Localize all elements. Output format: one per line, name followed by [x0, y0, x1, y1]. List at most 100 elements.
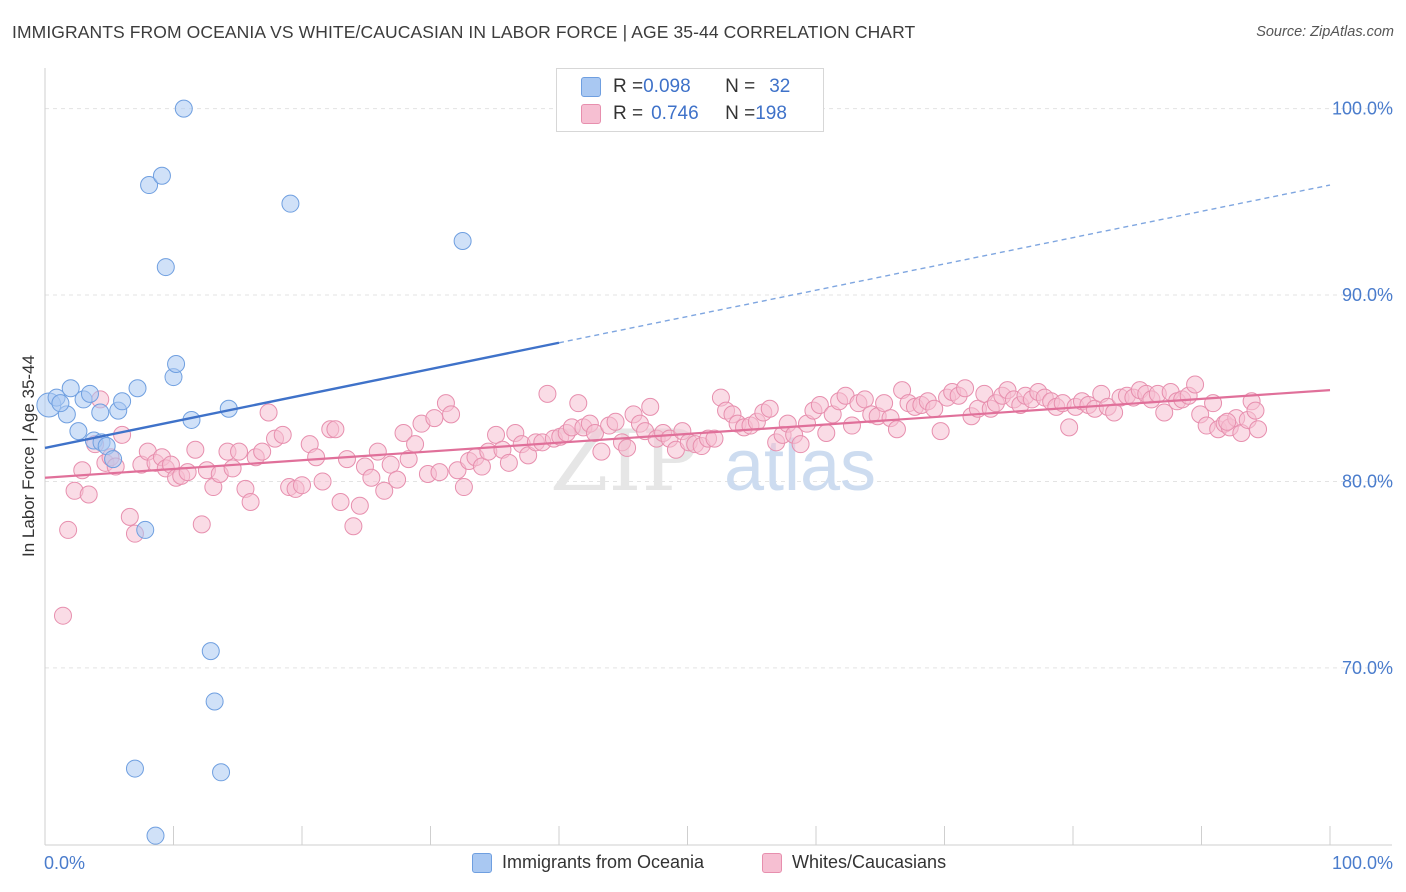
oceania-trend-extension — [558, 184, 1331, 344]
x-tick-label: 100.0% — [1332, 853, 1393, 873]
whites-point — [538, 384, 557, 403]
legend-label-oceania: Immigrants from Oceania — [502, 852, 705, 872]
whites-point — [618, 438, 637, 457]
y-tick-label: 70.0% — [1342, 658, 1393, 678]
whites-point — [705, 429, 724, 448]
oceania-point — [51, 394, 70, 413]
legend-swatch-oceania — [581, 77, 601, 97]
oceania-point — [205, 692, 224, 711]
whites-point — [59, 520, 78, 539]
oceania-point — [125, 759, 144, 778]
r-value: 0.746 — [651, 103, 699, 124]
legend-item-whites: Whites/Caucasians — [762, 852, 946, 873]
whites-point — [368, 442, 387, 461]
whites-point — [472, 457, 491, 476]
whites-point — [388, 470, 407, 489]
whites-point — [430, 463, 449, 482]
whites-point — [406, 435, 425, 454]
whites-point — [855, 390, 874, 409]
whites-point — [362, 468, 381, 487]
oceania-point — [152, 166, 171, 185]
oceania-point — [91, 403, 110, 422]
whites-point — [1060, 418, 1079, 437]
oceania-point — [128, 379, 147, 398]
whites-point — [956, 379, 975, 398]
oceania-point — [167, 355, 186, 374]
whites-point — [241, 492, 260, 511]
whites-point — [381, 455, 400, 474]
watermark: ZIP atlas — [550, 412, 876, 510]
whites-point — [454, 478, 473, 497]
oceania-point — [453, 231, 472, 250]
whites-point — [344, 517, 363, 536]
whites-point — [394, 423, 413, 442]
whites-point — [230, 442, 249, 461]
whites-point — [1249, 420, 1268, 439]
whites-point — [487, 425, 506, 444]
oceania-point — [201, 642, 220, 661]
r-label: R = — [613, 76, 644, 97]
legend-row-oceania: R = 0.098 N = 32 — [581, 75, 790, 99]
y-tick-label: 80.0% — [1342, 471, 1393, 491]
y-axis-label: In Labor Force | Age 35-44 — [19, 355, 38, 557]
whites-point — [592, 442, 611, 461]
whites-point — [1186, 375, 1205, 394]
whites-point — [273, 425, 292, 444]
axes — [44, 68, 1392, 846]
trend-lines — [44, 184, 1331, 479]
legend-swatch-whites — [762, 852, 782, 873]
data-points — [36, 99, 1268, 845]
whites-point — [499, 453, 518, 472]
whites-point — [113, 425, 132, 444]
whites-point — [192, 515, 211, 534]
oceania-point — [61, 379, 80, 398]
whites-point — [425, 409, 444, 428]
n-label: N = — [725, 76, 756, 97]
whites-point — [337, 450, 356, 469]
x-tick-label: 0.0% — [44, 853, 85, 873]
whites-point — [259, 403, 278, 422]
tick-labels: 70.0% 80.0% 90.0% 100.0% 0.0% 100.0% — [44, 99, 1393, 873]
whites-point — [223, 459, 242, 478]
whites-point — [569, 394, 588, 413]
whites-point — [606, 412, 625, 431]
whites-point — [585, 423, 604, 442]
legend-label-whites: Whites/Caucasians — [792, 852, 947, 872]
legend-row-whites: R = 0.746 N = 198 — [581, 102, 787, 126]
legend-swatch-whites — [581, 104, 601, 124]
oceania-point — [140, 176, 159, 195]
whites-point — [791, 435, 810, 454]
n-value: 32 — [769, 76, 791, 97]
whites-point — [375, 481, 394, 500]
stats-legend: R = 0.098 N = 32 R = 0.746 N = 198 — [556, 68, 824, 132]
y-tick-label: 100.0% — [1332, 99, 1393, 119]
oceania-point — [69, 422, 88, 441]
whites-point — [875, 394, 894, 413]
source-label: Source: ZipAtlas.com — [1256, 24, 1394, 40]
r-label: R = — [613, 103, 644, 124]
oceania-point — [113, 392, 132, 411]
r-value: 0.098 — [643, 76, 691, 97]
oceania-point — [156, 258, 175, 277]
whites-point — [760, 399, 779, 418]
whites-point — [293, 476, 311, 495]
oceania-point — [80, 384, 99, 403]
oceania-point — [174, 99, 193, 118]
whites-point — [641, 397, 660, 416]
whites-point — [1218, 412, 1237, 431]
oceania-point — [212, 763, 231, 782]
whites-point — [1155, 403, 1174, 422]
gridlines — [45, 108, 1392, 669]
whites-point — [931, 422, 950, 441]
whites-point — [307, 448, 326, 467]
oceania-point — [146, 826, 165, 845]
oceania-point — [136, 520, 155, 539]
whites-point — [399, 450, 418, 469]
oceania-point — [104, 450, 123, 469]
whites-point — [810, 396, 829, 415]
whites-point — [120, 507, 139, 526]
whites-point — [331, 492, 350, 511]
whites-point — [253, 442, 272, 461]
y-tick-label: 90.0% — [1342, 285, 1393, 305]
